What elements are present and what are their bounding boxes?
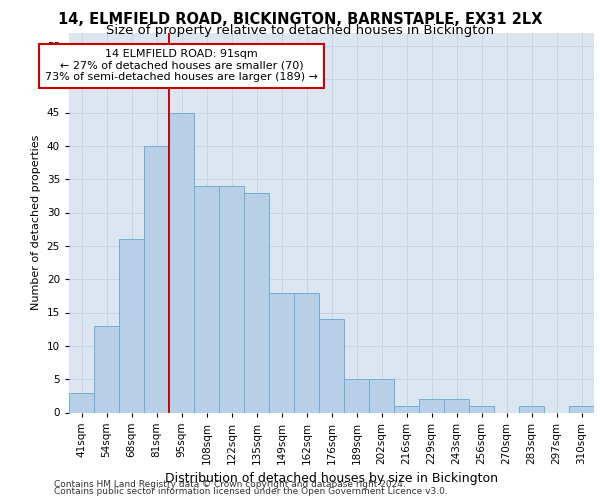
Bar bbox=[94, 326, 119, 412]
Bar bbox=[194, 186, 219, 412]
Bar bbox=[119, 239, 144, 412]
Bar bbox=[244, 192, 269, 412]
Bar bbox=[69, 392, 94, 412]
Bar bbox=[169, 112, 194, 412]
Text: Contains public sector information licensed under the Open Government Licence v3: Contains public sector information licen… bbox=[54, 487, 448, 496]
Y-axis label: Number of detached properties: Number of detached properties bbox=[31, 135, 41, 310]
Bar bbox=[294, 292, 319, 412]
Bar bbox=[144, 146, 169, 412]
Text: Contains HM Land Registry data © Crown copyright and database right 2024.: Contains HM Land Registry data © Crown c… bbox=[54, 480, 406, 489]
Bar bbox=[419, 399, 444, 412]
Bar bbox=[344, 379, 369, 412]
Text: 14 ELMFIELD ROAD: 91sqm
← 27% of detached houses are smaller (70)
73% of semi-de: 14 ELMFIELD ROAD: 91sqm ← 27% of detache… bbox=[45, 49, 318, 82]
Bar bbox=[469, 406, 494, 412]
Bar bbox=[369, 379, 394, 412]
Bar bbox=[319, 319, 344, 412]
Bar bbox=[219, 186, 244, 412]
Bar bbox=[269, 292, 294, 412]
Bar bbox=[444, 399, 469, 412]
Bar bbox=[394, 406, 419, 412]
Text: Size of property relative to detached houses in Bickington: Size of property relative to detached ho… bbox=[106, 24, 494, 37]
X-axis label: Distribution of detached houses by size in Bickington: Distribution of detached houses by size … bbox=[165, 472, 498, 485]
Text: 14, ELMFIELD ROAD, BICKINGTON, BARNSTAPLE, EX31 2LX: 14, ELMFIELD ROAD, BICKINGTON, BARNSTAPL… bbox=[58, 12, 542, 28]
Bar bbox=[569, 406, 594, 412]
Bar bbox=[519, 406, 544, 412]
